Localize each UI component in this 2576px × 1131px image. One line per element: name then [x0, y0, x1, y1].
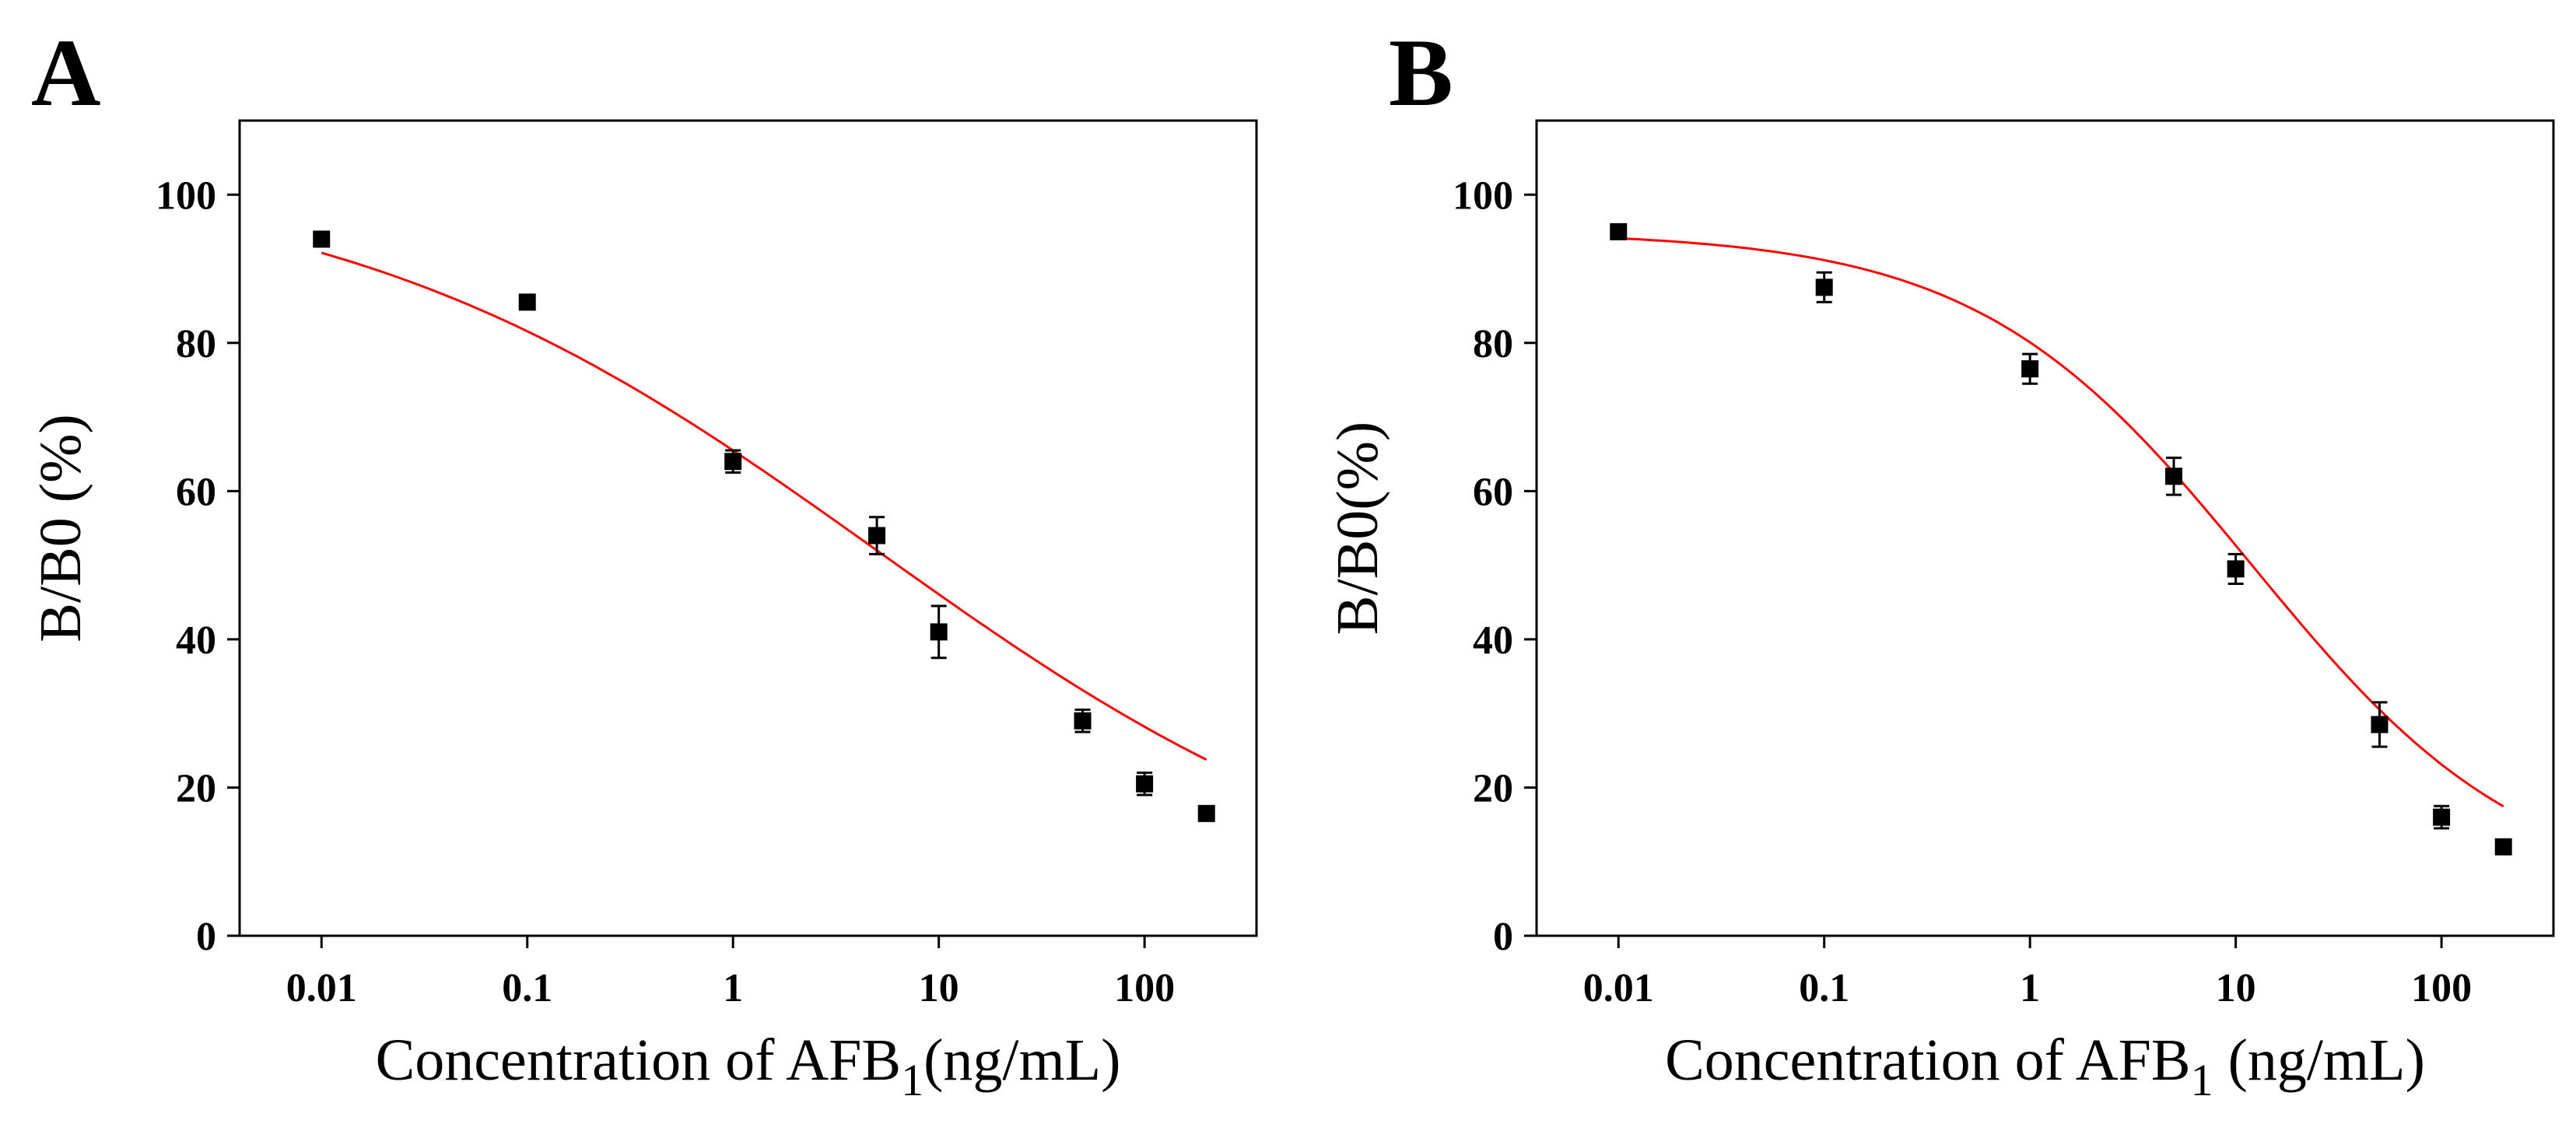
chart-panel-a: A 0 20 40 60 80 100 0.01 0.1 1 10 100 Concentration …: [28, 19, 1258, 1105]
x-axis-title-main: Concentration of AFB: [1665, 1028, 2191, 1093]
fit-curve: [321, 251, 1207, 762]
data-marker: [2227, 560, 2245, 578]
data-marker: [1136, 775, 1154, 793]
x-tick-label: 1: [2020, 966, 2040, 1010]
data-point: [1815, 271, 1833, 303]
y-tick-label: 20: [1473, 766, 1513, 811]
x-tick-label: 100: [2411, 966, 2472, 1010]
data-marker: [2165, 467, 2183, 485]
x-tick-label: 100: [1114, 966, 1175, 1010]
y-tick-label: 100: [156, 173, 216, 218]
data-point: [2494, 838, 2512, 856]
data-marker: [313, 230, 331, 248]
data-point: [1197, 804, 1215, 822]
y-tick-label: 60: [1473, 470, 1513, 514]
fit-curve: [1618, 236, 2504, 807]
data-marker: [1815, 278, 1833, 296]
data-point: [930, 604, 948, 660]
data-point: [518, 293, 536, 311]
y-tick-label: 60: [176, 470, 216, 514]
data-marker: [930, 623, 948, 641]
x-axis-title: Concentration of AFB1(ng/mL): [376, 1028, 1121, 1105]
panel-label: B: [1389, 19, 1453, 126]
data-point: [868, 516, 886, 555]
data-point: [2433, 804, 2451, 830]
x-axis-title-subscript: 1: [901, 1055, 924, 1105]
data-marker: [2494, 838, 2512, 856]
y-tick-label: 20: [176, 766, 216, 811]
data-marker: [2021, 360, 2039, 378]
data-marker: [1197, 804, 1215, 822]
chart-panel-b: B 0 20 40 60 80 100 0.01 0.1 1 10 100 Concentration …: [1325, 19, 2555, 1105]
data-marker: [1610, 222, 1628, 240]
data-marker: [724, 453, 742, 471]
data-marker: [518, 293, 536, 311]
data-marker: [868, 527, 886, 544]
x-axis-title-subscript: 1: [2191, 1055, 2213, 1105]
y-tick-label: 40: [176, 618, 216, 663]
panel-label: A: [31, 19, 101, 126]
data-marker: [2433, 808, 2451, 826]
data-marker: [2371, 716, 2388, 734]
x-tick-label: 10: [919, 966, 959, 1010]
plot-frame: [238, 119, 1258, 937]
x-axis-title-units: (ng/mL): [924, 1028, 1120, 1093]
x-tick-label: 0.01: [286, 966, 357, 1010]
y-tick-label: 0: [196, 915, 216, 959]
y-axis-title: B/B0 (%): [28, 414, 93, 642]
plot-frame: [1535, 119, 2555, 937]
x-tick-label: 10: [2216, 966, 2256, 1010]
y-axis-title: B/B0(%): [1325, 422, 1390, 635]
data-point: [2021, 352, 2039, 385]
x-axis-title-main: Concentration of AFB: [376, 1028, 902, 1093]
data-point: [313, 230, 331, 248]
y-tick-label: 0: [1493, 915, 1513, 959]
data-point: [1136, 771, 1154, 797]
data-point: [2227, 552, 2245, 585]
y-tick-label: 100: [1453, 173, 1513, 218]
x-axis-title: Concentration of AFB1 (ng/mL): [1665, 1028, 2425, 1105]
y-tick-label: 80: [176, 322, 216, 366]
y-tick-label: 80: [1473, 322, 1513, 366]
data-point: [1610, 222, 1628, 240]
data-point: [1074, 708, 1092, 734]
x-tick-label: 0.1: [1799, 966, 1849, 1010]
x-tick-label: 0.1: [502, 966, 552, 1010]
x-tick-label: 0.01: [1583, 966, 1654, 1010]
x-axis-title-units: (ng/mL): [2213, 1028, 2425, 1093]
y-tick-label: 40: [1473, 618, 1513, 663]
data-point: [2165, 456, 2183, 496]
x-tick-label: 1: [723, 966, 743, 1010]
data-point: [2371, 701, 2388, 748]
data-marker: [1074, 712, 1092, 730]
data-point: [724, 449, 742, 474]
